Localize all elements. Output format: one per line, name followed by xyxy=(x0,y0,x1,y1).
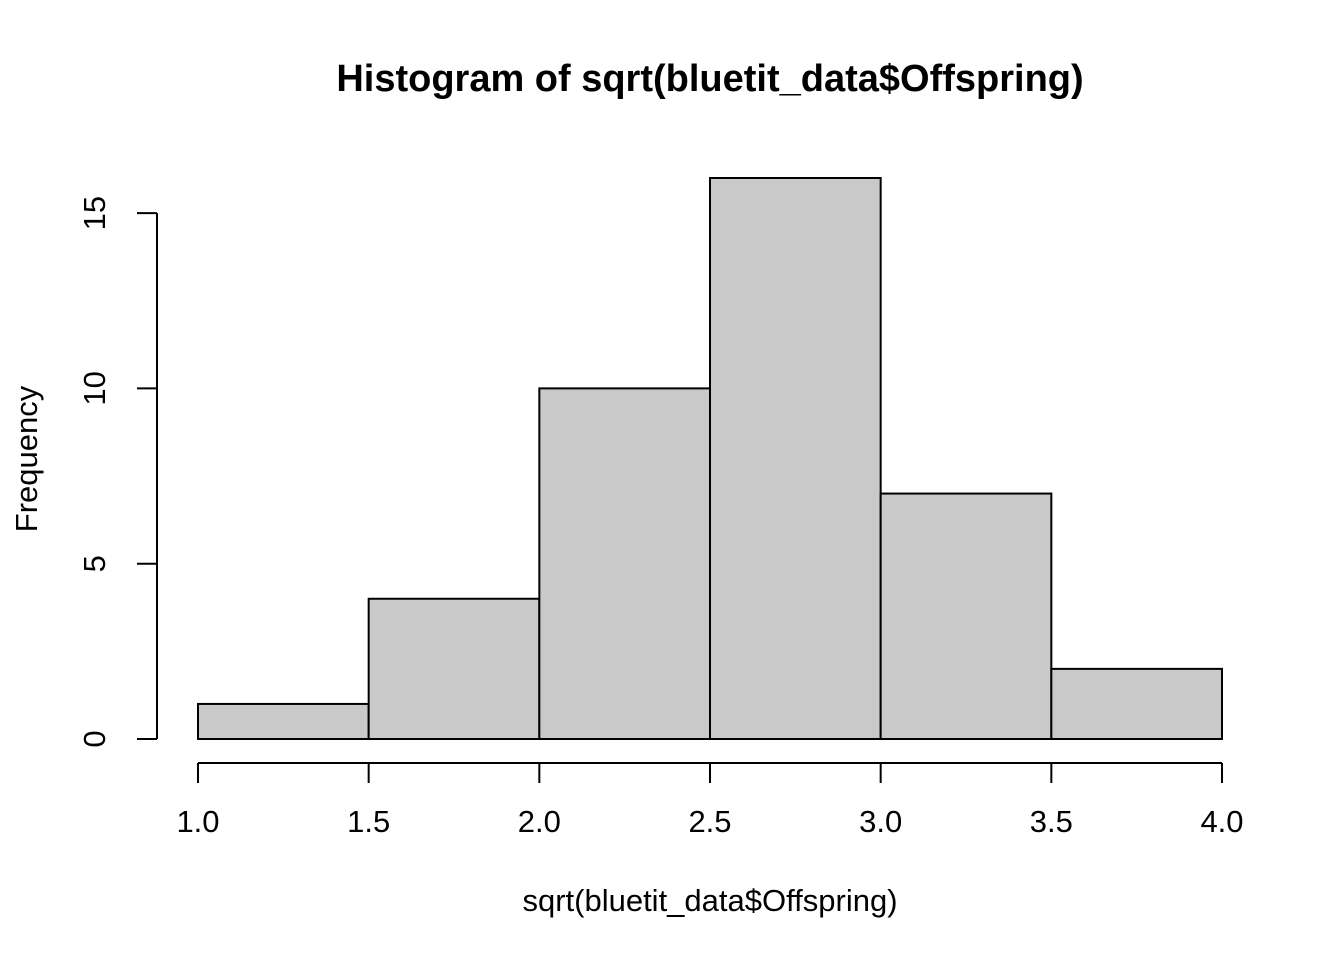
histogram-bar xyxy=(367,597,541,740)
histogram-bar xyxy=(879,492,1053,740)
x-axis-label: sqrt(bluetit_data$Offspring) xyxy=(522,883,898,918)
x-tick-label: 1.5 xyxy=(347,804,390,839)
x-tick-label: 4.0 xyxy=(1200,804,1243,839)
y-tick-label: 15 xyxy=(77,196,112,230)
x-tick-label: 2.5 xyxy=(688,804,731,839)
histogram-bar xyxy=(538,387,711,740)
x-tick-label: 2.0 xyxy=(518,804,561,839)
x-tick-label: 1.0 xyxy=(176,804,219,839)
x-tick-label: 3.5 xyxy=(1030,804,1073,839)
histogram-bar xyxy=(1050,667,1224,740)
chart-title: Histogram of sqrt(bluetit_data$Offspring… xyxy=(336,58,1084,100)
y-tick-label: 5 xyxy=(77,555,112,572)
histogram-bar xyxy=(709,177,882,740)
x-tick-label: 3.0 xyxy=(859,804,902,839)
y-tick-label: 0 xyxy=(77,730,112,747)
histogram-bar xyxy=(197,702,370,740)
y-tick-label: 10 xyxy=(77,371,112,405)
